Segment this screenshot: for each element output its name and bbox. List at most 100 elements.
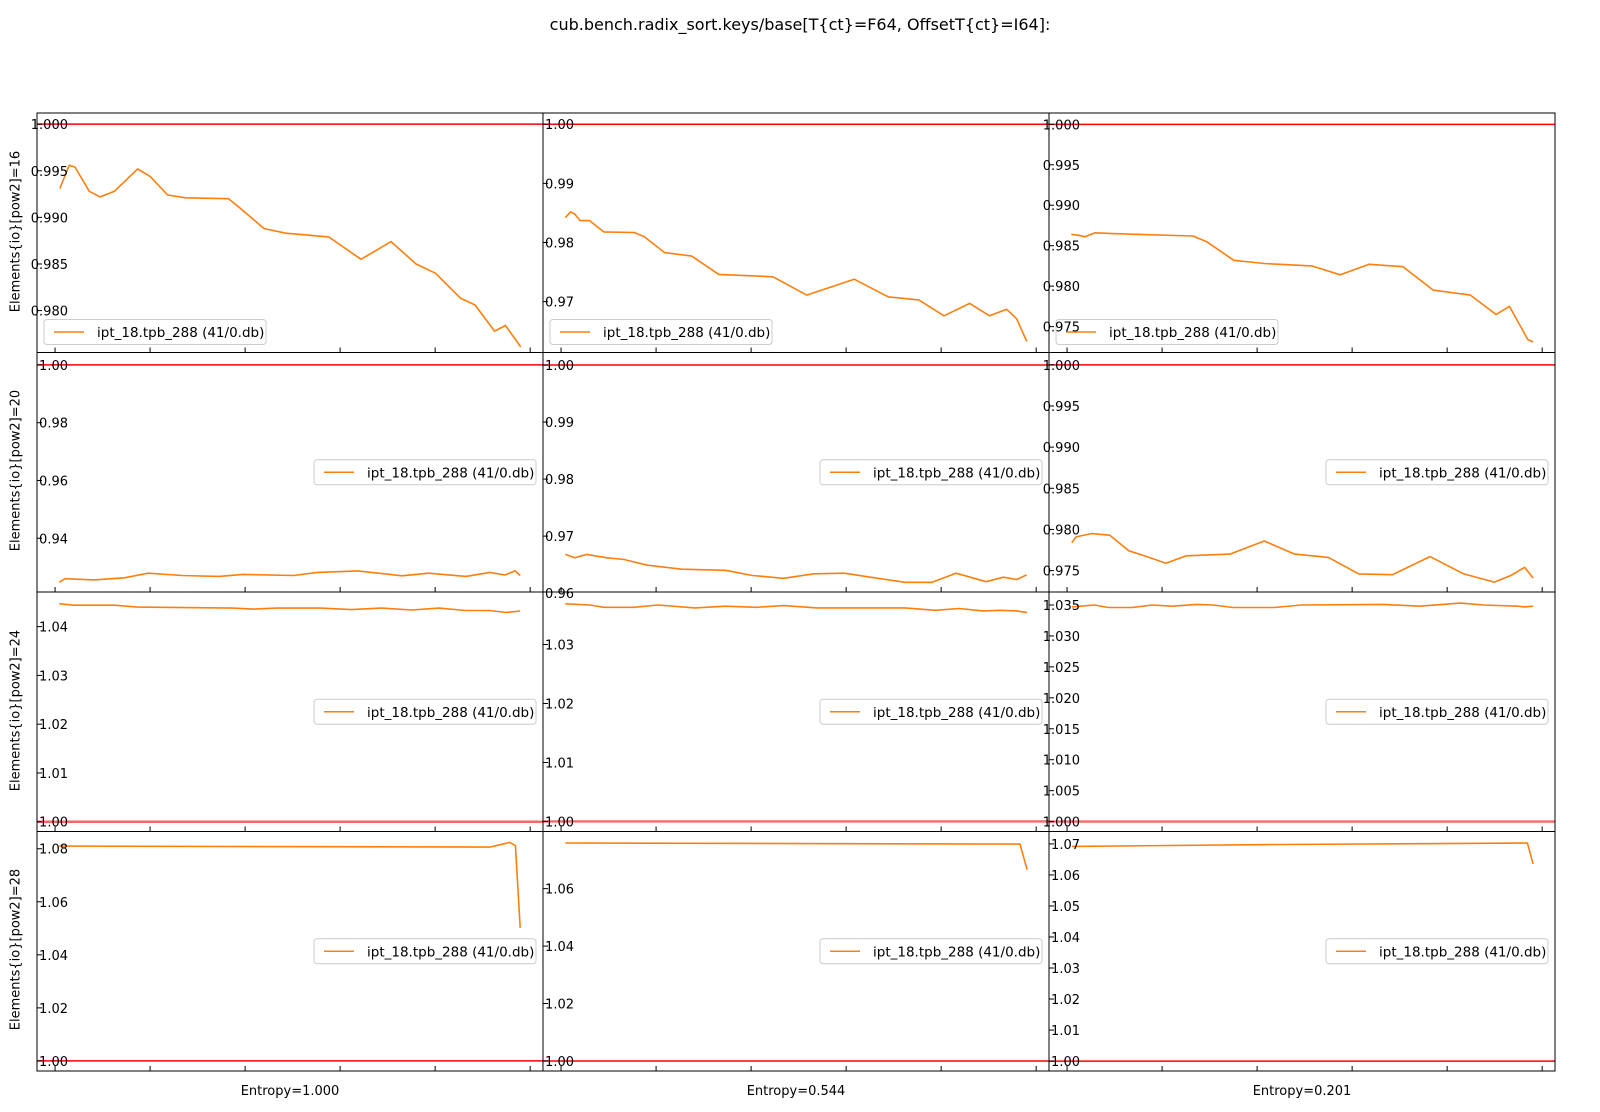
legend-box [1325, 938, 1549, 965]
subplot-r3-c0: ipt_18.tpb_288 (41/0.db) [36, 831, 544, 1072]
y-tick-label: 0.990 [1043, 199, 1080, 214]
col-label-entropy-1: Entropy=1.000 [240, 1084, 340, 1099]
series-line [59, 602, 521, 614]
y-tick-label: 1.030 [1043, 630, 1080, 645]
legend-box [819, 938, 1043, 965]
y-tick-label: 0.980 [31, 305, 68, 320]
series-line [564, 211, 1028, 342]
y-tick-label: 1.04 [39, 949, 68, 964]
y-tick-label: 0.98 [545, 237, 574, 252]
subplot-r2-c2: ipt_18.tpb_288 (41/0.db) [1048, 591, 1556, 832]
plot-content [37, 602, 543, 823]
legend-label: ipt_18.tpb_288 (41/0.db) [1109, 325, 1276, 341]
legend-label: ipt_18.tpb_288 (41/0.db) [603, 325, 770, 341]
legend-label: ipt_18.tpb_288 (41/0.db) [1379, 944, 1546, 960]
legend-box [313, 459, 537, 486]
y-tick-label: 0.96 [545, 587, 574, 602]
series-line [59, 841, 521, 928]
legend: ipt_18.tpb_288 (41/0.db) [1325, 938, 1549, 965]
legend-label: ipt_18.tpb_288 (41/0.db) [873, 944, 1040, 960]
y-tick-label: 1.01 [1051, 1024, 1080, 1039]
legend-label: ipt_18.tpb_288 (41/0.db) [367, 705, 534, 721]
y-tick-label: 1.02 [545, 998, 574, 1013]
legend: ipt_18.tpb_288 (41/0.db) [313, 459, 537, 486]
y-tick-label: 1.03 [545, 639, 574, 654]
y-tick-label: 1.06 [545, 883, 574, 898]
figure-title: cub.bench.radix_sort.keys/base[T{ct}=F64… [549, 15, 1051, 34]
y-tick-label: 0.99 [545, 177, 574, 192]
y-tick-label: 1.025 [1043, 661, 1080, 676]
series-line [565, 553, 1028, 584]
y-tick-label: 1.08 [39, 843, 68, 858]
legend: ipt_18.tpb_288 (41/0.db) [819, 938, 1043, 965]
y-tick-label: 1.00 [39, 1055, 68, 1070]
legend-label: ipt_18.tpb_288 (41/0.db) [367, 944, 534, 960]
legend-label: ipt_18.tpb_288 (41/0.db) [873, 465, 1040, 481]
legend-box [43, 319, 267, 345]
y-tick-label: 1.00 [39, 359, 68, 374]
legend: ipt_18.tpb_288 (41/0.db) [1055, 319, 1279, 345]
legend: ipt_18.tpb_288 (41/0.db) [819, 698, 1043, 725]
legend: ipt_18.tpb_288 (41/0.db) [313, 938, 537, 965]
legend-box [1325, 459, 1549, 486]
y-tick-label: 1.00 [1051, 1055, 1080, 1070]
y-tick-label: 1.03 [39, 669, 68, 684]
y-tick-label: 0.975 [1043, 321, 1080, 336]
y-tick-label: 0.980 [1043, 280, 1080, 295]
plot-content [37, 841, 543, 1062]
plot-content [1049, 842, 1555, 1062]
legend: ipt_18.tpb_288 (41/0.db) [549, 319, 773, 345]
legend-label: ipt_18.tpb_288 (41/0.db) [1379, 465, 1546, 481]
y-tick-label: 0.985 [31, 258, 68, 273]
subplot-r1-c0: ipt_18.tpb_288 (41/0.db) [36, 352, 544, 593]
legend: ipt_18.tpb_288 (41/0.db) [819, 459, 1043, 486]
legend-box [313, 698, 537, 725]
y-tick-label: 0.94 [39, 532, 68, 547]
plot-content [37, 364, 543, 583]
y-tick-label: 1.02 [1051, 993, 1080, 1008]
y-tick-label: 1.01 [39, 767, 68, 782]
series-line [565, 603, 1028, 614]
legend-label: ipt_18.tpb_288 (41/0.db) [97, 325, 264, 341]
y-tick-label: 0.985 [1043, 482, 1080, 497]
subplot-r0-c0: ipt_18.tpb_288 (41/0.db) [36, 112, 544, 353]
y-tick-label: 0.97 [545, 296, 574, 311]
legend-box [313, 938, 537, 965]
legend-label: ipt_18.tpb_288 (41/0.db) [367, 465, 534, 481]
y-tick-label: 0.995 [31, 165, 68, 180]
series-line [59, 164, 522, 348]
plot-content [543, 364, 1049, 584]
y-tick-label: 1.000 [1043, 359, 1080, 374]
legend: ipt_18.tpb_288 (41/0.db) [1325, 459, 1549, 486]
y-tick-label: 1.02 [545, 697, 574, 712]
legend-box [819, 698, 1043, 725]
y-tick-label: 1.015 [1043, 723, 1080, 738]
legend-box [1055, 319, 1279, 345]
y-tick-label: 1.00 [545, 118, 574, 133]
col-label-entropy-0544: Entropy=0.544 [746, 1084, 846, 1099]
series-line [58, 570, 521, 583]
axes-frame [1048, 831, 1556, 1072]
subplot-r3-c1: ipt_18.tpb_288 (41/0.db) [542, 831, 1050, 1072]
y-tick-label: 1.000 [31, 118, 68, 133]
plot-content [1049, 602, 1555, 823]
y-tick-label: 1.00 [545, 815, 574, 830]
y-tick-label: 1.00 [545, 359, 574, 374]
col-label-entropy-0201: Entropy=0.201 [1252, 1084, 1352, 1099]
legend-label: ipt_18.tpb_288 (41/0.db) [1379, 705, 1546, 721]
y-tick-label: 0.990 [1043, 441, 1080, 456]
legend-box [819, 459, 1043, 486]
plot-area [1049, 113, 1555, 353]
y-tick-label: 1.03 [1051, 962, 1080, 977]
y-tick-label: 1.00 [39, 816, 68, 831]
y-tick-label: 1.07 [1051, 838, 1080, 853]
y-tick-labels: 0.980 0.985 0.990 0.995 1.000 0.97 0.98 0.99 1.0… [31, 118, 1080, 1070]
legend-box [1325, 698, 1549, 725]
legend-label: ipt_18.tpb_288 (41/0.db) [873, 705, 1040, 721]
y-tick-label: 1.000 [1043, 816, 1080, 831]
y-tick-label: 1.035 [1043, 599, 1080, 614]
legend: ipt_18.tpb_288 (41/0.db) [1325, 698, 1549, 725]
y-tick-label: 1.01 [545, 756, 574, 771]
y-tick-label: 0.96 [39, 474, 68, 489]
y-tick-label: 1.06 [39, 896, 68, 911]
